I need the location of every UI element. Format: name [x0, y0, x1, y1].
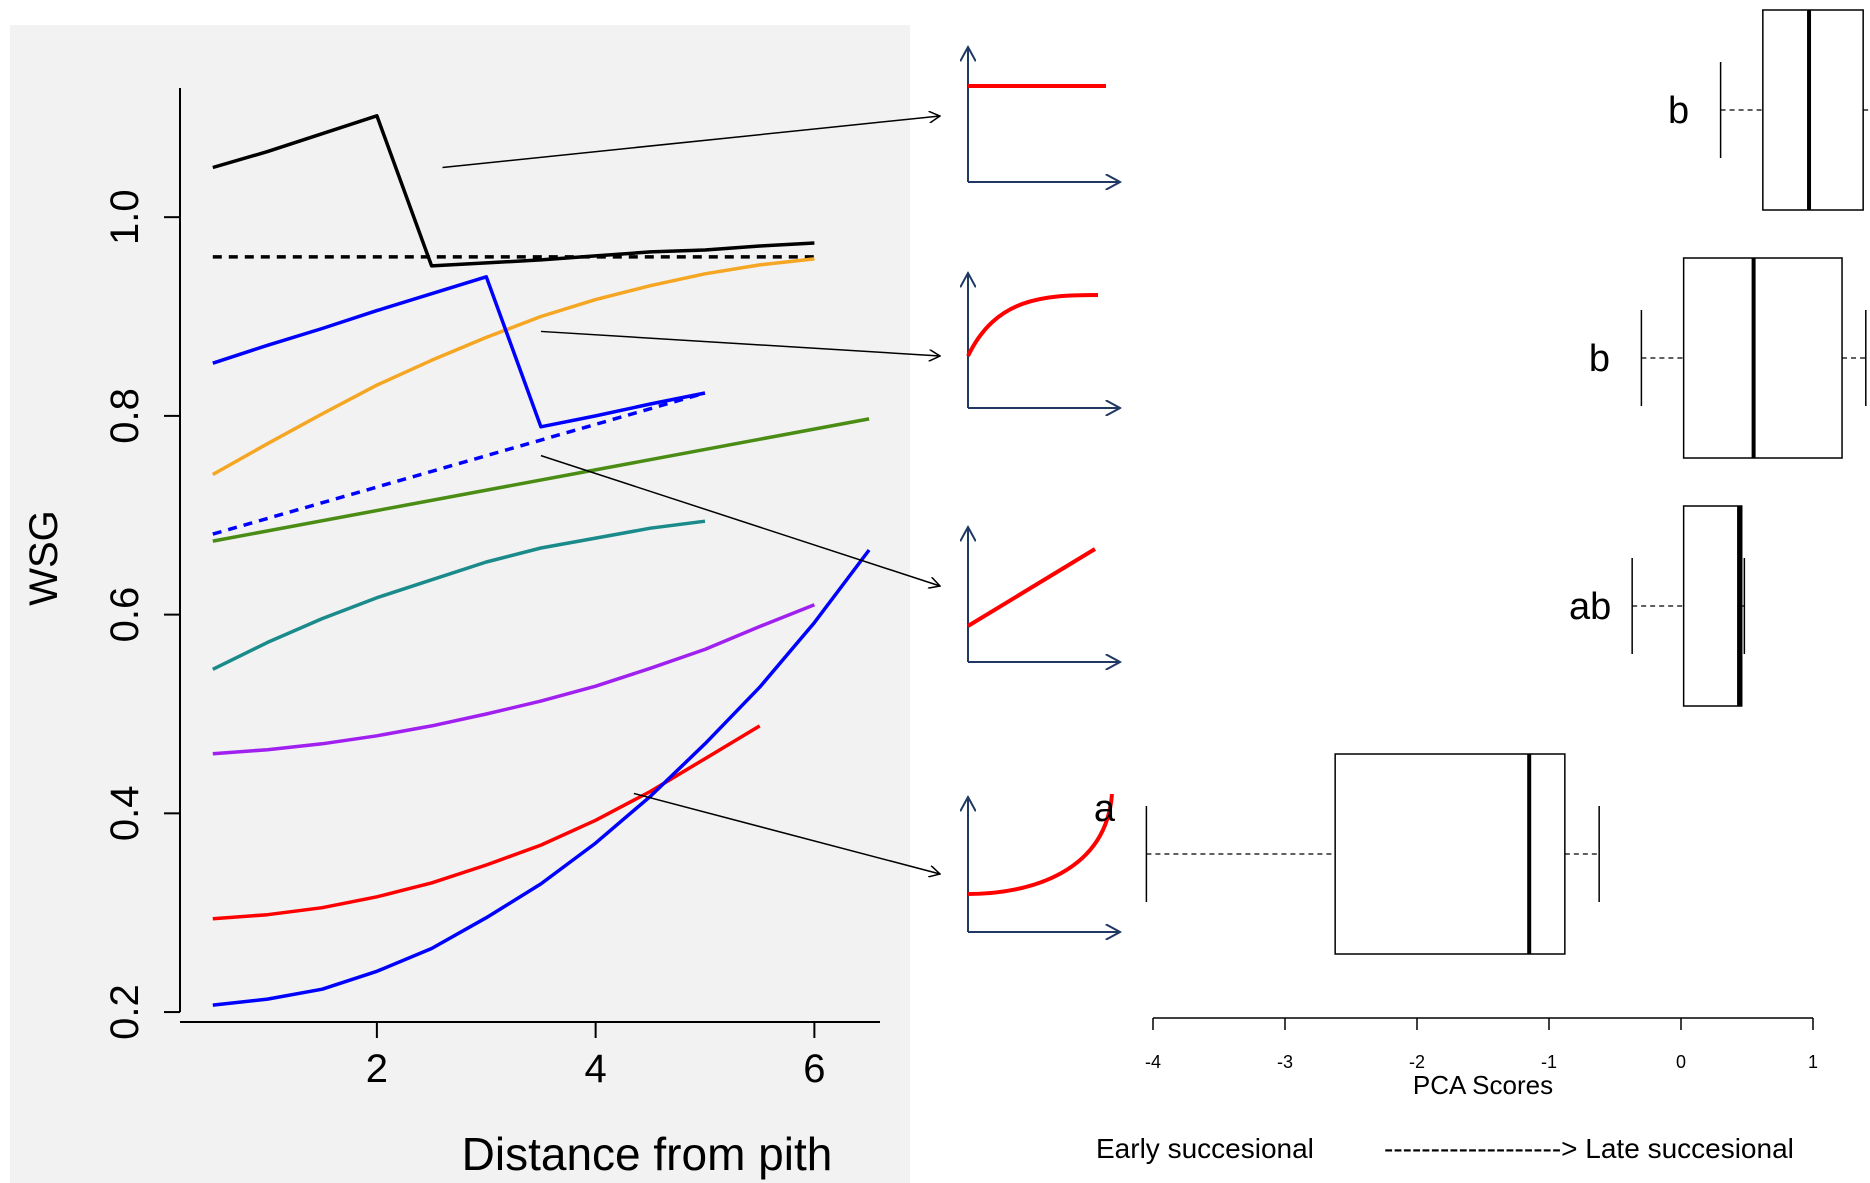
x-tick-label: -1	[1541, 1052, 1557, 1072]
series-line-1	[212, 114, 815, 268]
axes: 0.2 0.4 0.6 0.8 1.0 2 4 6	[103, 88, 880, 1091]
connector-arrows	[442, 116, 941, 874]
group-letter: ab	[1569, 586, 1611, 628]
x-tick-label: 2	[366, 1047, 388, 1091]
schematic-saturating	[968, 273, 1120, 408]
schematic-linear	[968, 527, 1120, 662]
iqr-box	[1762, 9, 1864, 211]
plot-background	[10, 25, 910, 1183]
x-axis-label: Distance from pith	[462, 1128, 833, 1180]
iqr-box	[1334, 753, 1566, 955]
connector-arrow-3	[540, 454, 940, 586]
x-axis: -4 -3 -2 -1 0 1	[1145, 1017, 1818, 1072]
wsg-line-chart: 0.2 0.4 0.6 0.8 1.0 2 4 6 Distance from pith WS…	[10, 25, 910, 1183]
curve-shape-schematics	[968, 47, 1120, 932]
connector-arrow-4	[633, 792, 940, 874]
x-tick-label: -4	[1145, 1052, 1161, 1072]
series-line-5	[212, 391, 706, 536]
series-line-7	[212, 519, 706, 671]
schematic-curve	[966, 547, 1097, 628]
pca-boxplot: b b ab a -4 -3 -2 -1 0 1 PCA Scores Early succes…	[1094, 9, 1870, 1164]
schematic-constant	[968, 47, 1120, 182]
schematic-curve	[966, 293, 1099, 357]
series-line-8	[212, 603, 816, 756]
series-line-6	[212, 417, 870, 543]
connector-arrow-2	[540, 330, 940, 356]
series-line-10	[212, 548, 871, 1007]
box-group-1: b	[1668, 9, 1870, 211]
schematic-curve	[967, 793, 1114, 896]
x-tick-label: -3	[1277, 1052, 1293, 1072]
series-line-4	[212, 275, 706, 429]
series-line-3	[211, 257, 815, 477]
y-tick-label: 0.4	[103, 785, 147, 841]
series-group	[211, 114, 871, 1007]
x-tick-label: 6	[803, 1047, 825, 1091]
group-letter: a	[1094, 788, 1116, 830]
footer-late-label: -------------------> Late succesional	[1384, 1133, 1794, 1164]
y-tick-label: 0.2	[103, 984, 147, 1040]
iqr-box	[1682, 505, 1743, 707]
iqr-box	[1682, 257, 1843, 459]
group-letter: b	[1589, 338, 1610, 380]
x-tick-label: 4	[585, 1047, 607, 1091]
x-tick-label: -2	[1409, 1052, 1425, 1072]
group-letter: b	[1668, 90, 1689, 132]
footer-early-label: Early succesional	[1096, 1133, 1314, 1164]
y-axis-label: WSG	[22, 510, 66, 606]
boxes-group: b b ab a	[1094, 9, 1870, 955]
x-tick-label: 1	[1808, 1052, 1818, 1072]
connector-arrow-1	[442, 116, 941, 169]
schematic-exponential	[967, 793, 1120, 932]
x-axis-label: PCA Scores	[1413, 1070, 1553, 1100]
y-tick-label: 0.8	[103, 388, 147, 444]
y-tick-label: 0.6	[103, 587, 147, 643]
x-tick-label: 0	[1676, 1052, 1686, 1072]
box-group-3: ab	[1569, 505, 1746, 707]
y-tick-label: 1.0	[103, 189, 147, 245]
box-group-4: a	[1094, 753, 1600, 955]
box-group-2: b	[1589, 257, 1867, 459]
